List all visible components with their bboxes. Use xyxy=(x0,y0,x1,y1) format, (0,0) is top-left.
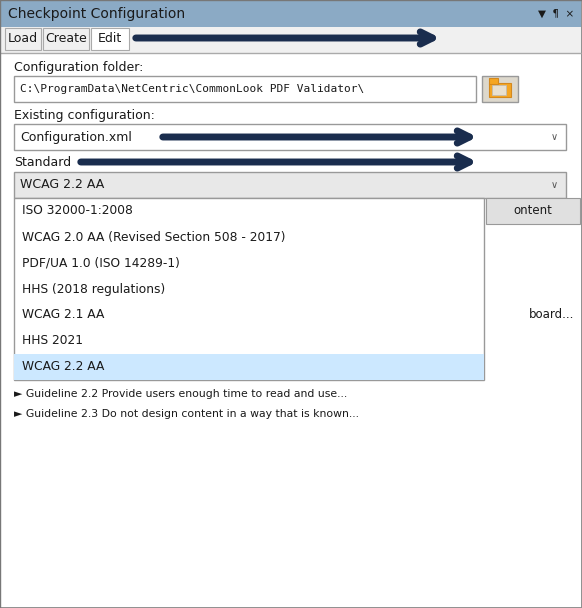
Text: WCAG 2.2 AA: WCAG 2.2 AA xyxy=(22,361,104,373)
Text: board...: board... xyxy=(528,308,574,322)
FancyBboxPatch shape xyxy=(43,28,89,50)
FancyBboxPatch shape xyxy=(14,76,476,102)
Text: Existing configuration:: Existing configuration: xyxy=(14,109,155,122)
Text: Configuration folder:: Configuration folder: xyxy=(14,61,143,75)
Text: HHS (2018 regulations): HHS (2018 regulations) xyxy=(22,283,165,295)
Text: ∨: ∨ xyxy=(551,180,558,190)
FancyBboxPatch shape xyxy=(91,28,129,50)
Text: ▼  ¶  ×: ▼ ¶ × xyxy=(538,9,574,19)
Text: ► Guideline 2.2 Provide users enough time to read and use...: ► Guideline 2.2 Provide users enough tim… xyxy=(14,389,347,399)
FancyBboxPatch shape xyxy=(1,27,581,53)
FancyBboxPatch shape xyxy=(5,28,41,50)
Text: Create: Create xyxy=(45,32,87,46)
Text: Checkpoint Configuration: Checkpoint Configuration xyxy=(8,7,185,21)
Text: ISO 32000-1:2008: ISO 32000-1:2008 xyxy=(22,204,133,218)
Text: HHS 2021: HHS 2021 xyxy=(22,334,83,348)
Text: Load: Load xyxy=(8,32,38,46)
FancyBboxPatch shape xyxy=(1,53,581,607)
Text: WCAG 2.0 AA (Revised Section 508 - 2017): WCAG 2.0 AA (Revised Section 508 - 2017) xyxy=(22,230,286,243)
FancyBboxPatch shape xyxy=(489,78,498,84)
FancyBboxPatch shape xyxy=(14,124,566,150)
FancyBboxPatch shape xyxy=(1,1,581,27)
FancyBboxPatch shape xyxy=(482,76,518,102)
Text: Configuration.xml: Configuration.xml xyxy=(20,131,132,143)
Text: Edit: Edit xyxy=(98,32,122,46)
FancyBboxPatch shape xyxy=(492,85,506,95)
FancyBboxPatch shape xyxy=(489,83,511,97)
Text: ► Guideline 2.3 Do not design content in a way that is known...: ► Guideline 2.3 Do not design content in… xyxy=(14,409,359,419)
Text: C:\ProgramData\NetCentric\CommonLook PDF Validator\: C:\ProgramData\NetCentric\CommonLook PDF… xyxy=(20,84,364,94)
Text: WCAG 2.1 AA: WCAG 2.1 AA xyxy=(22,308,104,322)
FancyBboxPatch shape xyxy=(14,354,484,380)
FancyBboxPatch shape xyxy=(486,198,580,224)
Text: PDF/UA 1.0 (ISO 14289-1): PDF/UA 1.0 (ISO 14289-1) xyxy=(22,257,180,269)
Text: Standard: Standard xyxy=(14,156,71,168)
FancyBboxPatch shape xyxy=(14,172,566,198)
Text: ∨: ∨ xyxy=(551,132,558,142)
Text: ontent: ontent xyxy=(513,204,552,218)
FancyBboxPatch shape xyxy=(14,198,484,380)
Text: WCAG 2.2 AA: WCAG 2.2 AA xyxy=(20,179,104,192)
